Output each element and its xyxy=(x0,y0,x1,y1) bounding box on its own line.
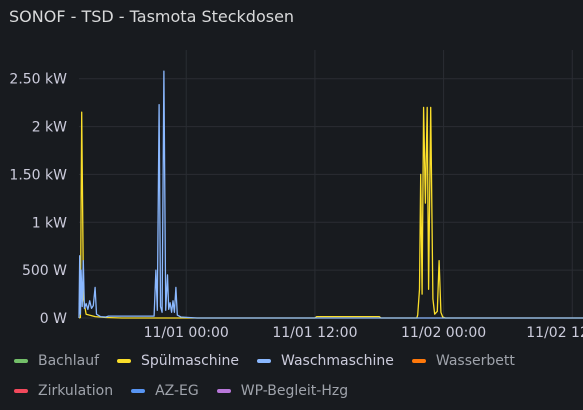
series-line-sp-lmaschine[interactable] xyxy=(78,106,583,319)
series-lines xyxy=(78,70,583,319)
legend-item-wasserbett[interactable]: Wasserbett xyxy=(411,353,515,369)
legend: Bachlauf Spülmaschine Waschmaschine Wasserb… xyxy=(14,350,574,410)
legend-swatch xyxy=(411,359,426,363)
y-tick-label: 0 W xyxy=(40,311,67,327)
legend-item-az-eg[interactable]: AZ-EG xyxy=(131,383,199,399)
legend-label: Spülmaschine xyxy=(141,353,240,369)
y-axis-ticks: 0 W 500 W 1 kW 1.50 kW 2 kW 2.50 kW xyxy=(9,72,67,327)
legend-swatch xyxy=(257,359,272,363)
legend-label: WP-Begleit-Hzg xyxy=(240,383,349,399)
legend-label: Wasserbett xyxy=(435,353,515,369)
power-chart[interactable]: 0 W 500 W 1 kW 1.50 kW 2 kW 2.50 kW 11/01 00:… xyxy=(0,0,583,345)
x-tick-label: 11/02 12: xyxy=(526,325,583,341)
y-tick-label: 2 kW xyxy=(32,120,67,136)
y-tick-label: 1.50 kW xyxy=(9,167,67,183)
legend-row: Zirkulation AZ-EG WP-Begleit-Hzg xyxy=(14,380,574,402)
legend-label: Zirkulation xyxy=(38,383,114,399)
legend-item-sp-lmaschine[interactable]: Spülmaschine xyxy=(117,353,239,369)
legend-item-bachlauf[interactable]: Bachlauf xyxy=(14,353,99,369)
legend-swatch xyxy=(131,389,146,393)
legend-swatch xyxy=(14,359,28,363)
legend-label: Waschmaschine xyxy=(281,353,394,369)
x-tick-label: 11/01 00:00 xyxy=(144,325,229,341)
legend-swatch xyxy=(216,389,231,393)
x-tick-label: 11/01 12:00 xyxy=(272,325,357,341)
x-axis-ticks: 11/01 00:00 11/01 12:00 11/02 00:00 11/02 1… xyxy=(144,325,583,341)
legend-swatch xyxy=(117,359,132,363)
y-tick-label: 500 W xyxy=(22,263,67,279)
x-tick-label: 11/02 00:00 xyxy=(401,325,486,341)
legend-label: Bachlauf xyxy=(38,353,100,369)
y-tick-label: 1 kW xyxy=(32,215,67,231)
legend-label: AZ-EG xyxy=(155,383,199,399)
grid-lines xyxy=(79,50,583,319)
legend-row: Bachlauf Spülmaschine Waschmaschine Wasserb… xyxy=(14,350,574,372)
legend-swatch xyxy=(14,389,28,393)
legend-item-wp-begleit-hzg[interactable]: WP-Begleit-Hzg xyxy=(216,383,349,399)
series-line-waschmaschine[interactable] xyxy=(78,70,583,319)
legend-item-waschmaschine[interactable]: Waschmaschine xyxy=(257,353,394,369)
panel-title[interactable]: SONOF - TSD - Tasmota Steckdosen xyxy=(9,7,295,26)
y-tick-label: 2.50 kW xyxy=(9,72,67,88)
legend-item-zirkulation[interactable]: Zirkulation xyxy=(14,383,113,399)
